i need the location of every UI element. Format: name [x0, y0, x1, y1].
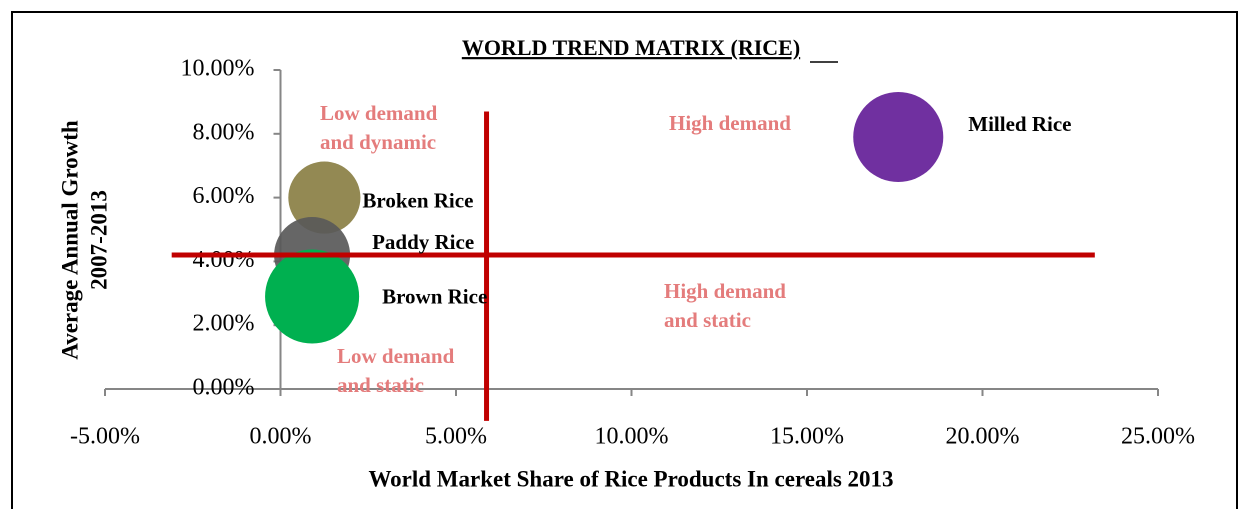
quadrant-annotation: and dynamic [320, 130, 436, 154]
quadrant-annotation: Low demand [337, 344, 455, 368]
bubble [265, 249, 360, 344]
y-tick-label: 6.00% [193, 183, 255, 209]
x-tick-label: 20.00% [946, 424, 1020, 450]
y-tick-label: 4.00% [193, 247, 255, 273]
bubble [288, 161, 361, 234]
x-axis-label: World Market Share of Rice Products In c… [368, 466, 893, 491]
bubble-label: Broken Rice [362, 188, 473, 212]
y-axis-label: Average Annual Growth [57, 120, 82, 360]
y-tick-label: 10.00% [181, 56, 255, 82]
x-tick-label: 0.00% [250, 424, 312, 450]
chart-title: WORLD TREND MATRIX (RICE) [462, 35, 800, 60]
bubble-label: Paddy Rice [372, 230, 474, 254]
chart-frame [11, 11, 1238, 509]
bubble [853, 91, 944, 183]
quadrant-annotation: and static [664, 308, 751, 332]
x-tick-label: 5.00% [425, 424, 487, 450]
quadrant-annotation: Low demand [320, 101, 438, 125]
quadrant-annotation: High demand [669, 111, 791, 135]
y-axis-label: 2007-2013 [86, 190, 111, 290]
quadrant-annotation: High demand [664, 279, 786, 303]
x-tick-label: 10.00% [595, 424, 669, 450]
y-tick-label: 2.00% [193, 311, 255, 337]
y-tick-label: 8.00% [193, 119, 255, 145]
quadrant-annotation: and static [337, 373, 424, 397]
x-tick-label: 25.00% [1121, 424, 1195, 450]
y-tick-label: 0.00% [193, 375, 255, 401]
x-tick-label: 15.00% [770, 424, 844, 450]
bubble-label: Brown Rice [382, 284, 487, 308]
bubble-label: Milled Rice [968, 112, 1071, 136]
x-tick-label: -5.00% [70, 424, 140, 450]
